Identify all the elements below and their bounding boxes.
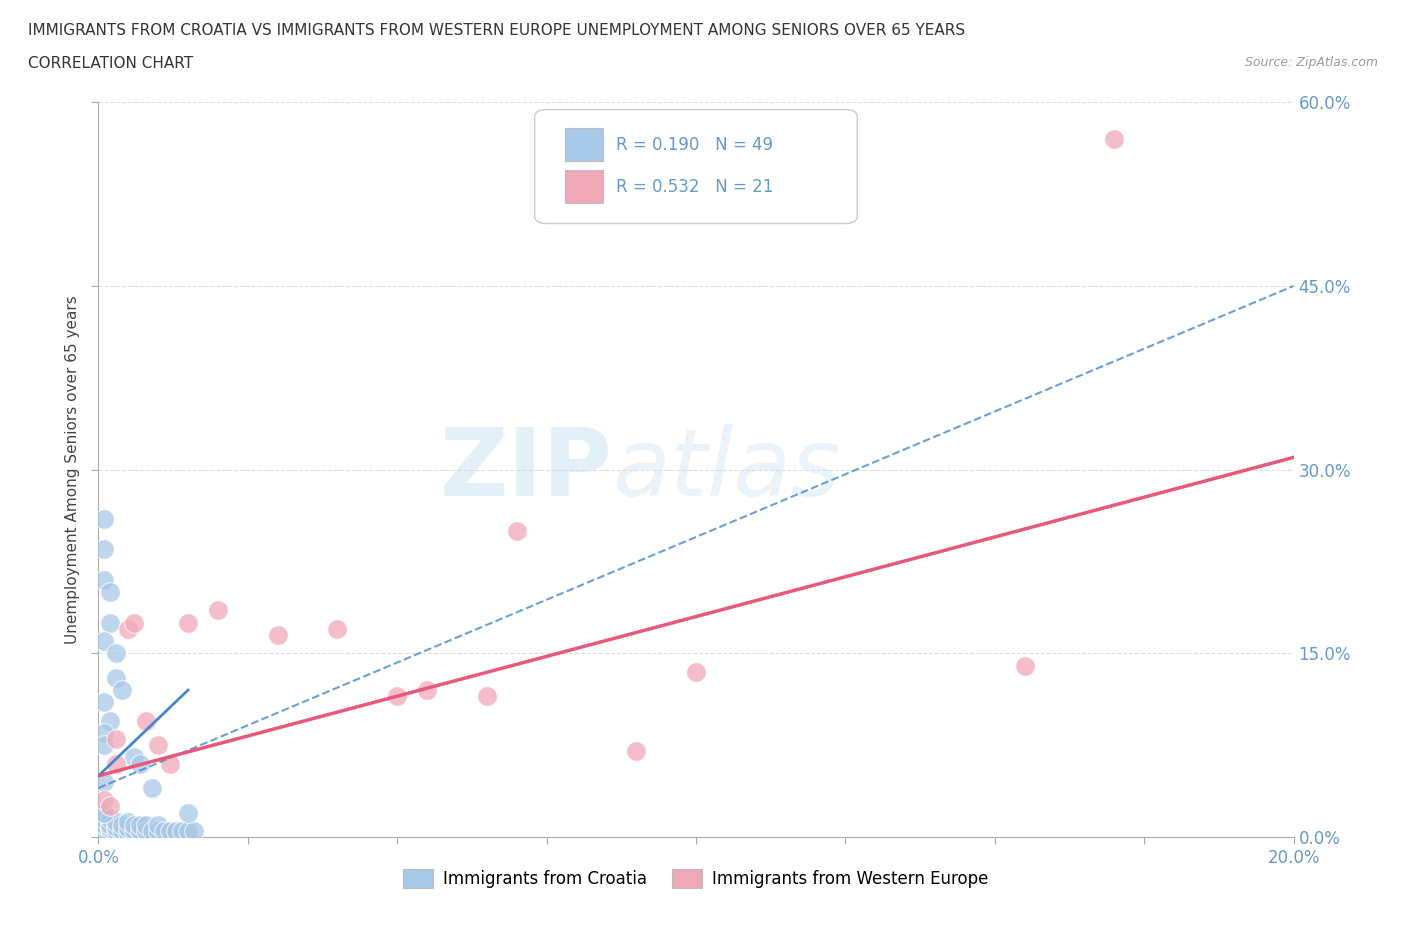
- Point: [416, 683, 439, 698]
- Point: [159, 756, 181, 771]
- Point: [165, 823, 187, 838]
- Point: [148, 823, 170, 838]
- Point: [105, 732, 128, 747]
- Point: [148, 817, 170, 832]
- Point: [1104, 132, 1126, 147]
- Point: [207, 603, 229, 618]
- Point: [105, 823, 128, 838]
- Point: [177, 616, 200, 631]
- Point: [93, 725, 115, 740]
- Point: [98, 821, 122, 836]
- Point: [141, 823, 163, 838]
- Point: [267, 628, 290, 643]
- Point: [685, 664, 707, 679]
- Point: [129, 817, 152, 832]
- Point: [111, 817, 134, 832]
- Point: [105, 819, 128, 834]
- Point: [98, 713, 122, 728]
- Text: IMMIGRANTS FROM CROATIA VS IMMIGRANTS FROM WESTERN EUROPE UNEMPLOYMENT AMONG SEN: IMMIGRANTS FROM CROATIA VS IMMIGRANTS FR…: [28, 23, 966, 38]
- Point: [93, 823, 115, 838]
- Point: [98, 811, 122, 826]
- Text: CORRELATION CHART: CORRELATION CHART: [28, 56, 193, 71]
- Point: [148, 737, 170, 752]
- Point: [111, 823, 134, 838]
- Point: [506, 524, 529, 538]
- Point: [172, 823, 194, 838]
- Point: [98, 817, 122, 832]
- Point: [93, 695, 115, 710]
- Point: [98, 823, 122, 838]
- Point: [117, 815, 139, 830]
- Point: [124, 823, 146, 838]
- Y-axis label: Unemployment Among Seniors over 65 years: Unemployment Among Seniors over 65 years: [65, 296, 80, 644]
- Point: [93, 512, 115, 526]
- Point: [93, 633, 115, 648]
- Point: [105, 671, 128, 685]
- Point: [129, 823, 152, 838]
- Point: [93, 542, 115, 557]
- Point: [124, 616, 146, 631]
- Point: [117, 621, 139, 636]
- Point: [183, 823, 205, 838]
- Point: [153, 823, 176, 838]
- Point: [93, 573, 115, 588]
- Point: [177, 823, 200, 838]
- Point: [111, 683, 134, 698]
- Point: [117, 821, 139, 836]
- Text: Source: ZipAtlas.com: Source: ZipAtlas.com: [1244, 56, 1378, 69]
- Point: [93, 775, 115, 790]
- Point: [98, 799, 122, 814]
- Point: [98, 585, 122, 600]
- Point: [1014, 658, 1036, 673]
- Text: R = 0.532   N = 21: R = 0.532 N = 21: [616, 178, 773, 196]
- Point: [135, 713, 157, 728]
- FancyBboxPatch shape: [565, 128, 603, 161]
- Point: [141, 780, 163, 795]
- Point: [93, 737, 115, 752]
- Point: [177, 805, 200, 820]
- Point: [475, 689, 498, 704]
- FancyBboxPatch shape: [534, 110, 858, 223]
- Point: [117, 826, 139, 841]
- Point: [105, 756, 128, 771]
- Point: [98, 616, 122, 631]
- Point: [326, 621, 349, 636]
- Point: [93, 817, 115, 832]
- Text: atlas: atlas: [613, 424, 841, 515]
- Legend: Immigrants from Croatia, Immigrants from Western Europe: Immigrants from Croatia, Immigrants from…: [396, 862, 995, 895]
- Point: [135, 823, 157, 838]
- Text: R = 0.190   N = 49: R = 0.190 N = 49: [616, 136, 773, 153]
- FancyBboxPatch shape: [565, 170, 603, 203]
- Point: [159, 823, 181, 838]
- Point: [124, 750, 146, 764]
- Point: [105, 815, 128, 830]
- Point: [105, 646, 128, 661]
- Point: [626, 744, 648, 759]
- Point: [385, 689, 409, 704]
- Point: [124, 817, 146, 832]
- Point: [93, 805, 115, 820]
- Point: [93, 792, 115, 807]
- Text: ZIP: ZIP: [440, 424, 613, 515]
- Point: [93, 811, 115, 826]
- Point: [135, 817, 157, 832]
- Point: [129, 756, 152, 771]
